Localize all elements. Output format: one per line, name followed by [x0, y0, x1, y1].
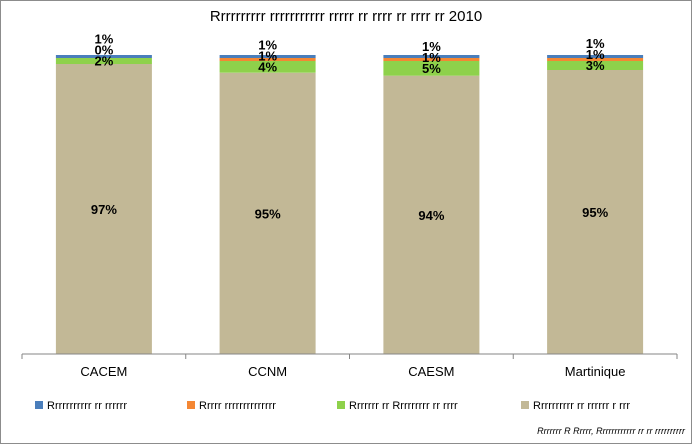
data-label: 95%	[255, 206, 281, 221]
bar-segment	[219, 72, 316, 355]
bar-segment	[547, 69, 644, 355]
category-label: CAESM	[408, 364, 454, 379]
category-label: CACEM	[80, 364, 127, 379]
bar-segment	[219, 55, 316, 58]
bar-segment	[547, 58, 644, 61]
data-label: 94%	[418, 208, 444, 223]
bar-segment	[55, 55, 152, 58]
bar-segment	[383, 60, 480, 76]
legend-label: Rrrrrrrrrrr rr rrrrrr	[47, 400, 127, 412]
legend-label: Rrrrrrr rr Rrrrrrrrr rr rrrr	[349, 400, 458, 412]
legend-swatch	[35, 401, 43, 409]
bar-segment	[219, 60, 316, 73]
x-axis-categories: CACEM CCNM CAESM Martinique	[80, 364, 625, 379]
data-label: 0%	[94, 43, 113, 58]
data-label: 1%	[586, 36, 605, 51]
data-label: 1%	[258, 37, 277, 52]
data-label: 95%	[582, 205, 608, 220]
data-label: 4%	[258, 59, 277, 74]
bar-segment	[383, 55, 480, 58]
data-label: 2%	[94, 54, 113, 69]
data-label: 97%	[91, 202, 117, 217]
data-label: 5%	[422, 61, 441, 76]
bars-group	[55, 55, 644, 355]
data-label: 1%	[422, 50, 441, 65]
source-note: Rrrrrrr R Rrrrr, Rrrrrrrrrrrr rr rr rrrr…	[537, 426, 686, 436]
data-label: 1%	[94, 32, 113, 47]
legend: Rrrrrrrrrrr rr rrrrrr Rrrrr rrrrrrrrrrrrr…	[35, 400, 630, 412]
bar-segment	[547, 55, 644, 58]
legend-swatch	[521, 401, 529, 409]
chart-title: Rrrrrrrrrr rrrrrrrrrrr rrrrr rr rrrr rr …	[210, 8, 482, 25]
bar-segment	[219, 58, 316, 61]
data-label: 1%	[586, 47, 605, 62]
data-label: 1%	[258, 48, 277, 63]
legend-swatch	[337, 401, 345, 409]
data-label: 3%	[586, 58, 605, 73]
category-label: CCNM	[248, 364, 287, 379]
data-label: 1%	[422, 39, 441, 54]
bar-segment	[383, 75, 480, 354]
legend-label: Rrrrr rrrrrrrrrrrrrr	[199, 400, 276, 412]
x-axis-ticks	[21, 354, 678, 359]
legend-swatch	[187, 401, 195, 409]
data-labels-group: 97%2%0%1%95%4%1%1%94%5%1%1%95%3%1%1%	[91, 32, 609, 223]
bar-segment	[55, 58, 152, 64]
bar-segment	[55, 64, 152, 354]
bar-segment	[383, 58, 480, 61]
bar-segment	[547, 61, 644, 70]
legend-label: Rrrrrrrrrr rr rrrrrr r rrr	[533, 400, 630, 412]
category-label: Martinique	[565, 364, 626, 379]
